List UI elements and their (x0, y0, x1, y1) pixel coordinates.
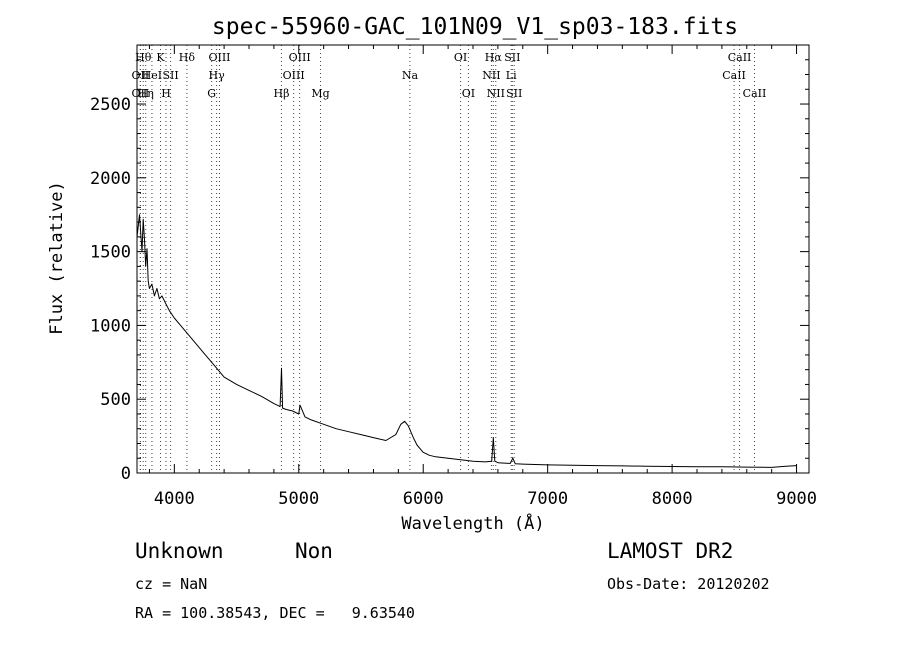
line-marker-label-9: G (207, 87, 216, 100)
obs-date: Obs-Date: 20120202 (607, 575, 770, 593)
x-tick-label-3: 7000 (527, 489, 568, 509)
line-marker-label-7: SII (162, 69, 178, 82)
line-marker-label-6: H (161, 87, 171, 100)
line-marker-label-12: Hβ (274, 87, 290, 100)
line-marker-label-17: OI (454, 51, 467, 64)
coordinates: RA = 100.38543, DEC = 9.63540 (135, 604, 415, 622)
y-tick-label-2: 1000 (90, 316, 131, 336)
line-marker-label-20: Hα (485, 51, 503, 64)
y-tick-label-0: 0 (121, 464, 131, 484)
y-tick-label-1: 500 (100, 390, 131, 410)
plot-frame (136, 44, 810, 474)
x-tick-label-2: 6000 (403, 489, 444, 509)
spectrum-line (136, 214, 797, 468)
line-marker-label-21: NII (487, 87, 505, 100)
line-marker-label-1: OII (132, 87, 150, 100)
line-marker-label-24: SII (506, 87, 522, 100)
x-tick-label-4: 8000 (652, 489, 693, 509)
line-marker-label-3: Hη (138, 87, 154, 100)
line-marker-label-25: CaII (722, 69, 746, 82)
line-marker-label-5: K (156, 51, 165, 64)
redshift-readout: cz = NaN (135, 575, 208, 593)
x-axis-label: Wavelength (Å) (401, 512, 544, 534)
x-tick-label-1: 5000 (278, 489, 319, 509)
subclass-label: Non (295, 539, 333, 563)
line-marker-label-13: OIII (283, 69, 305, 82)
y-tick-label-5: 2500 (90, 95, 131, 115)
y-tick-label-4: 2000 (90, 169, 131, 189)
line-marker-label-26: CaII (728, 51, 752, 64)
line-marker-label-23: SII (504, 51, 520, 64)
line-marker-label-4: HeI (142, 69, 162, 82)
x-tick-label-5: 9000 (776, 489, 817, 509)
x-tick-label-0: 4000 (154, 489, 195, 509)
line-marker-label-10: Hγ (209, 69, 226, 82)
line-marker-label-15: Mg (311, 87, 329, 100)
axes: 4000 5000 6000 7000 8000 9000 0 500 1000 1500 2000… (90, 45, 817, 509)
chart-title: spec-55960-GAC_101N09_V1_sp03-183.fits (212, 14, 738, 40)
line-marker-label-0: OII (132, 69, 150, 82)
line-marker-label-22: Li (506, 69, 517, 82)
spectral-line-markers: OIIOIIHθHηHeIKHSIIHδGHγOIIIHβOIIIOIIIMgN… (132, 45, 767, 473)
spectrum-plot (136, 214, 797, 468)
y-axis-label: Flux (relative) (47, 181, 67, 335)
survey-label: LAMOST DR2 (607, 539, 734, 563)
line-marker-label-8: Hδ (179, 51, 196, 64)
line-marker-label-14: OIII (289, 51, 311, 64)
line-marker-label-19: NII (482, 69, 500, 82)
line-marker-label-27: CaII (743, 87, 767, 100)
line-marker-label-16: Na (402, 69, 419, 82)
line-marker-label-2: Hθ (135, 51, 152, 64)
class-label: Unknown (135, 539, 224, 563)
y-tick-label-3: 1500 (90, 243, 131, 263)
line-marker-label-18: OI (462, 87, 475, 100)
line-marker-label-11: OIII (208, 51, 230, 64)
